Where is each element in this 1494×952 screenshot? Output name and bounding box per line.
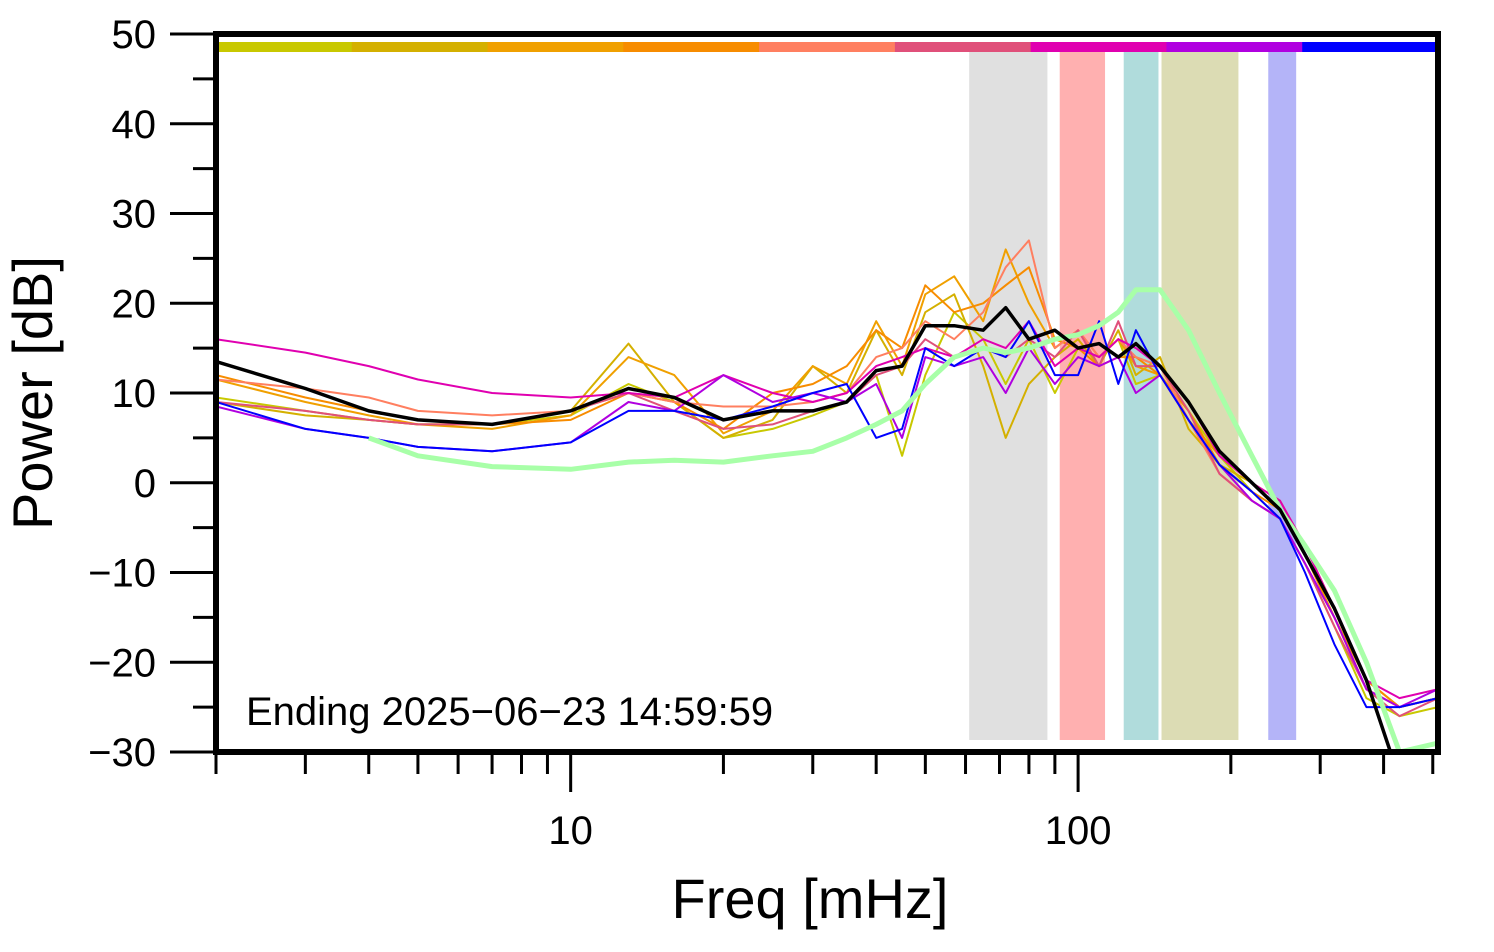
y-tick-label: −10: [88, 552, 156, 596]
color-strip: [894, 42, 1032, 52]
y-tick-label: 10: [112, 372, 157, 416]
band: [1059, 52, 1106, 740]
series-line: [367, 287, 1438, 752]
series-line: [216, 320, 1438, 718]
annotation: Ending 2025−06−23 14:59:59: [246, 690, 773, 734]
color-strip: [1030, 42, 1167, 52]
color-strip: [759, 42, 896, 52]
color-strip: [487, 42, 624, 52]
color-strip: [351, 42, 489, 52]
series-line: [216, 320, 1438, 709]
y-tick-label: 20: [112, 282, 157, 326]
y-tick-label: 30: [112, 193, 157, 237]
y-tick-label: −20: [88, 641, 156, 685]
y-axis-label: Power [dB]: [1, 256, 64, 530]
y-tick-label: 40: [112, 103, 157, 147]
y-tick-label: 0: [134, 462, 156, 506]
series-line: [216, 347, 1438, 709]
x-axis-label: Freq [mHz]: [672, 867, 949, 930]
band: [969, 52, 1048, 740]
plot-area: [216, 42, 1438, 752]
x-tick-label: 10: [548, 809, 593, 853]
color-strip: [1166, 42, 1303, 52]
y-tick-label: 50: [112, 13, 157, 57]
color-strip: [216, 42, 353, 52]
color-strip: [623, 42, 760, 52]
series-line: [216, 239, 1438, 709]
series-line: [216, 320, 1438, 700]
series-line: [216, 305, 1393, 752]
series-line: [216, 293, 1438, 709]
color-strip: [1302, 42, 1438, 52]
plot-frame: [213, 31, 1441, 755]
x-tick-label: 100: [1045, 809, 1112, 853]
band: [1268, 52, 1297, 740]
y-tick-label: −30: [88, 731, 156, 775]
series-line: [216, 248, 1438, 709]
series-line: [216, 266, 1438, 709]
band: [1123, 52, 1159, 740]
